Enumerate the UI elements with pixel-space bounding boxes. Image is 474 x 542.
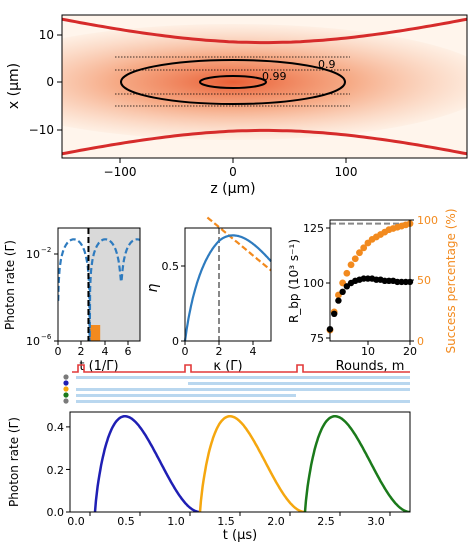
contour-label-099: 0.99 <box>262 70 287 83</box>
xtick-label: 100 <box>335 165 358 179</box>
ytick-left: 125 <box>303 222 324 235</box>
xtick-label: 0 <box>229 165 237 179</box>
xtick-label: 0.5 <box>117 515 135 528</box>
plot-area <box>185 228 271 341</box>
xtick-label: 3.0 <box>367 515 385 528</box>
channel-dots <box>63 374 69 404</box>
y-axis-label: η <box>145 283 161 292</box>
x-axis-label: κ (Γ) <box>213 359 242 374</box>
xtick-label: 4 <box>250 345 257 358</box>
ytick-right: 0 <box>417 335 424 348</box>
success-point <box>347 261 355 269</box>
channel-dot <box>63 374 69 380</box>
xtick-label: 2.5 <box>317 515 335 528</box>
x-axis-label: z (μm) <box>210 181 255 197</box>
channel-bar <box>76 388 410 391</box>
ytick-label: 0.4 <box>47 421 65 434</box>
xtick-label: 0 <box>55 345 62 358</box>
xtick-label: 0 <box>182 345 189 358</box>
ytick-label: 10 <box>26 335 40 348</box>
channel-bar <box>76 376 410 379</box>
xtick-label: 20 <box>403 345 417 358</box>
ytick-label: 0.2 <box>47 464 65 477</box>
mode-heatmap-panel: 0.99 0.9 −100 0 100 10 0 −10 z (μm) x (μ… <box>6 14 468 197</box>
success-point <box>343 269 351 277</box>
plot-frame <box>57 227 141 342</box>
xtick-label: 4 <box>102 345 109 358</box>
ytick-right: 50 <box>417 274 431 287</box>
plot-area <box>70 412 410 512</box>
waist-boundary-bottom <box>62 128 467 156</box>
xtick-label: 2.0 <box>267 515 285 528</box>
rounds-panel: 10 20 125 100 75 100 50 0 Rounds, m R_bp… <box>287 208 458 374</box>
photon-rate-log-panel: 0 2 4 6 10 −2 10 −6 t (1/Γ) Photon rate … <box>3 227 141 374</box>
xtick-label: 0.0 <box>67 515 85 528</box>
success-point <box>356 249 363 257</box>
xtick-label: 6 <box>125 345 132 358</box>
trigger-sequence <box>72 364 410 373</box>
pulse-curve <box>198 415 305 512</box>
ytick-left: 100 <box>303 277 324 290</box>
rbp-point <box>339 288 346 295</box>
beam-intensity <box>62 24 467 140</box>
contour-0-9 <box>120 59 346 105</box>
channel-dot <box>63 398 69 404</box>
ytick-exponent: −6 <box>41 333 52 341</box>
contour-label-09: 0.9 <box>318 58 336 71</box>
contour-0-99 <box>199 75 267 89</box>
pulse-train-panel: 0.0 0.5 1.0 1.5 2.0 2.5 3.0 0.0 0.2 0.4 … <box>7 411 411 542</box>
channel-dot <box>63 392 69 398</box>
xtick-label: 10 <box>361 345 375 358</box>
ytick-label: 10 <box>39 28 54 42</box>
ytick-label: 0.0 <box>47 506 65 519</box>
ytick-label: 10 <box>26 248 40 261</box>
emission-curve <box>58 238 140 341</box>
x-axis-label: Rounds, m <box>336 359 405 374</box>
ytick-label: 0 <box>46 75 54 89</box>
y-axis-label: Photon rate (Γ) <box>7 417 21 507</box>
channel-dot <box>63 386 69 392</box>
efficiency-panel: 0 2 4 0.5 0 κ (Γ) η <box>145 216 272 374</box>
ytick-label: −10 <box>29 123 54 137</box>
x-axis-label: t (1/Γ) <box>79 359 118 374</box>
y-axis-label: Photon rate (Γ) <box>3 240 17 330</box>
y-axis-label: x (μm) <box>6 63 22 109</box>
waist-boundary-top <box>62 17 467 45</box>
ytick-left: 75 <box>310 332 324 345</box>
xtick-label: 1.0 <box>167 515 185 528</box>
plot-frame <box>184 227 272 342</box>
loss-curve <box>206 216 272 272</box>
rbp-point <box>335 297 342 304</box>
ytick-label: 0.5 <box>162 260 180 273</box>
channel-bar <box>76 394 296 397</box>
rbp-point <box>331 310 338 317</box>
pulse-curve <box>303 415 410 512</box>
x-axis-label: t (μs) <box>223 528 257 542</box>
success-point <box>351 255 359 263</box>
ytick-label: 0 <box>172 335 179 348</box>
pulse-curve <box>93 415 200 512</box>
success-point <box>360 244 368 252</box>
y-axis-label-right: Success percentage (%) <box>444 208 458 353</box>
y-axis-label-left: R_bp (10³ s⁻¹) <box>287 239 301 323</box>
channel-bar <box>76 400 410 403</box>
channel-dot <box>63 380 69 386</box>
ytick-exponent: −2 <box>41 246 51 254</box>
efficiency-curve <box>183 234 272 342</box>
heatmap-frame <box>61 14 468 159</box>
xtick-label: 2 <box>78 345 85 358</box>
pulse-curves <box>93 415 410 512</box>
ytick-right: 100 <box>417 214 438 227</box>
filled-emission <box>88 325 101 341</box>
pulse-timeline <box>63 364 410 404</box>
xtick-label: 2 <box>216 345 223 358</box>
xtick-label: 1.5 <box>217 515 235 528</box>
xtick-label: −100 <box>104 165 137 179</box>
channel-bar <box>188 382 410 385</box>
